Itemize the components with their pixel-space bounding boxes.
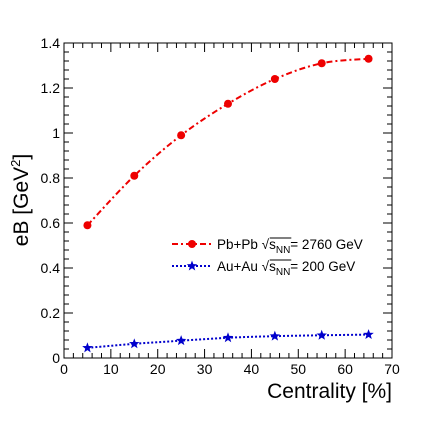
y-axis-title-sup: 2: [8, 160, 23, 167]
y-axis-title-main: eB [GeV: [10, 167, 33, 246]
legend-sub: NN: [276, 245, 290, 256]
data-point-0: [177, 131, 186, 140]
legend-system: Pb+Pb: [217, 237, 262, 252]
x-tick-label: 50: [290, 361, 306, 377]
legend-sqrt: √s: [262, 237, 276, 252]
y-tick-label: 0.8: [41, 170, 61, 186]
tick-labels: 0 10 20 30 40 50 60 70 0 0.2 0.4 0.6 0.8 1 1.2 1.4: [41, 35, 400, 377]
legend-label-1: Au+Au √sNN= 200 GeV: [217, 259, 355, 278]
x-tick-label: 30: [197, 361, 213, 377]
data-point-0: [224, 99, 232, 108]
data-point-0: [270, 75, 279, 83]
series-points: [82, 54, 374, 353]
x-tick-label: 20: [150, 361, 166, 377]
data-point-1: [129, 338, 140, 349]
plot-frame: [63, 42, 393, 359]
data-point-1: [316, 329, 327, 340]
axis-ticks: [63, 42, 393, 359]
legend-energy: = 200 GeV: [290, 259, 355, 274]
legend-sub: NN: [276, 267, 290, 278]
data-point-0: [364, 54, 373, 63]
y-tick-label: 1.4: [41, 35, 61, 51]
legend-energy: = 2760 GeV: [290, 237, 362, 252]
x-tick-label: 70: [384, 361, 400, 377]
y-tick-label: 0.6: [41, 215, 61, 231]
data-point-0: [317, 59, 326, 68]
x-axis-title: Centrality [%]: [267, 380, 392, 403]
data-point-1: [222, 332, 234, 343]
data-point-0: [83, 221, 92, 230]
legend-marker-1: [186, 260, 198, 271]
y-tick-label: 1: [52, 125, 60, 141]
data-point-1: [269, 330, 281, 341]
y-axis-title-close: ]: [10, 154, 33, 160]
x-tick-label: 60: [337, 361, 353, 377]
x-tick-label: 0: [60, 361, 68, 377]
y-tick-label: 0.4: [41, 260, 61, 276]
x-tick-label: 40: [244, 361, 260, 377]
data-point-0: [130, 171, 139, 180]
data-point-1: [82, 342, 93, 353]
x-tick-label: 10: [103, 361, 119, 377]
data-point-1: [363, 329, 374, 340]
y-tick-label: 0: [52, 350, 60, 366]
y-tick-label: 0.2: [41, 305, 61, 321]
legend-marker-0: [188, 240, 196, 248]
y-tick-label: 1.2: [41, 80, 61, 96]
data-point-1: [175, 335, 187, 346]
legend-sqrt: √s: [262, 259, 276, 274]
series-line-0: [86, 57, 369, 226]
legend-label-0: Pb+Pb √sNN= 2760 GeV: [217, 237, 363, 256]
legend-system: Au+Au: [217, 259, 262, 274]
y-axis-title: eB [GeV2]: [8, 154, 33, 246]
